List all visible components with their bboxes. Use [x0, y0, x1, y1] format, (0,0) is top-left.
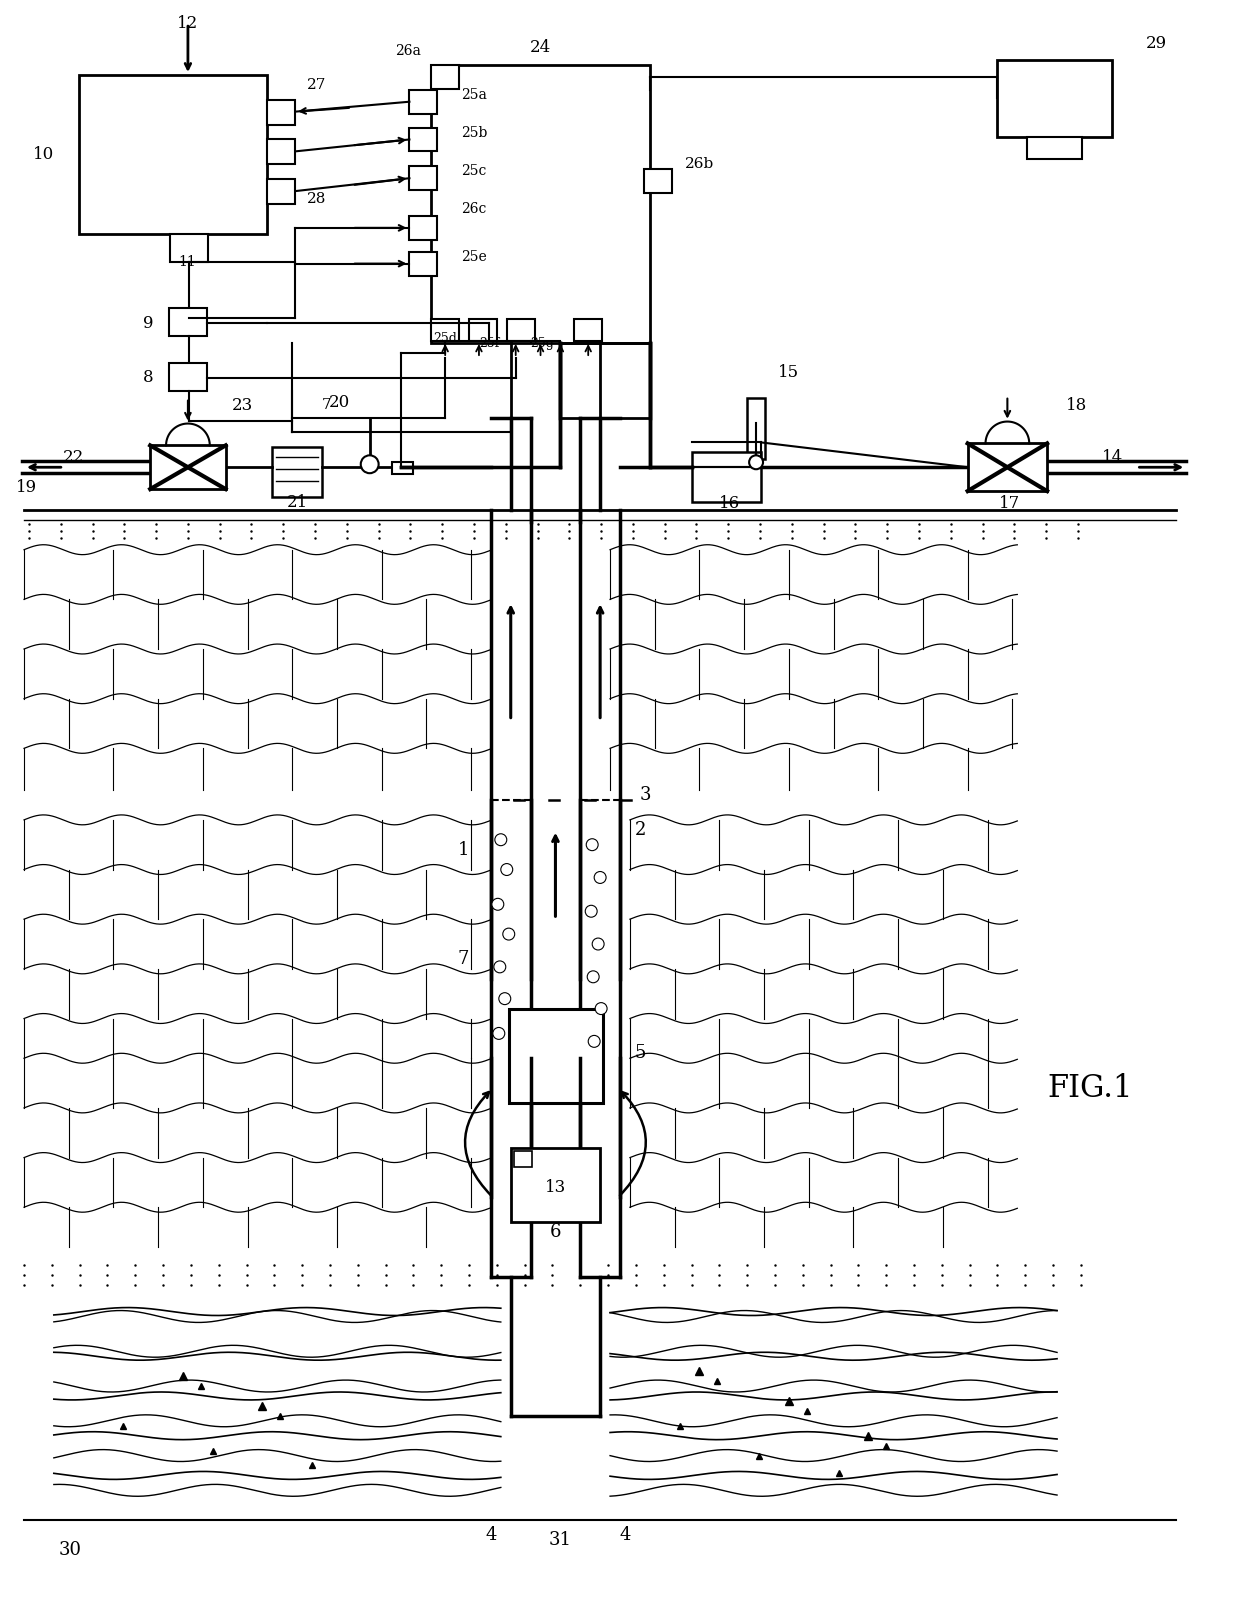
Circle shape: [749, 456, 763, 469]
Text: 4: 4: [619, 1525, 631, 1545]
Text: 8: 8: [143, 369, 154, 387]
Circle shape: [585, 905, 598, 918]
Bar: [967, 443, 1047, 491]
Text: 19: 19: [15, 478, 37, 496]
Bar: [748, 398, 765, 459]
Text: 26a: 26a: [396, 45, 422, 58]
Bar: [268, 139, 295, 165]
Text: 25c: 25c: [461, 165, 486, 177]
Bar: [574, 320, 603, 341]
Bar: [1027, 138, 1081, 160]
Text: 27: 27: [308, 78, 326, 91]
Bar: [409, 128, 438, 152]
Text: 13: 13: [544, 1178, 567, 1196]
Bar: [409, 90, 438, 114]
Text: 26c: 26c: [461, 201, 486, 216]
Text: 21: 21: [286, 494, 308, 510]
Bar: [169, 363, 207, 390]
Circle shape: [587, 839, 598, 851]
Bar: [508, 1009, 603, 1103]
Bar: [150, 446, 226, 489]
Circle shape: [502, 927, 515, 940]
Bar: [409, 216, 438, 240]
Bar: [268, 99, 295, 125]
Bar: [170, 233, 208, 262]
Text: 17: 17: [998, 494, 1021, 512]
Bar: [432, 320, 459, 341]
Circle shape: [361, 456, 378, 473]
Bar: [78, 75, 268, 233]
Text: 5: 5: [635, 1044, 646, 1062]
Text: 11: 11: [179, 254, 196, 269]
Circle shape: [492, 899, 503, 910]
Circle shape: [594, 871, 606, 883]
Text: 7: 7: [322, 398, 331, 411]
Bar: [507, 320, 534, 341]
Text: 25a: 25a: [461, 88, 487, 102]
Bar: [997, 61, 1112, 138]
Text: 26b: 26b: [684, 157, 714, 171]
Text: 20: 20: [329, 395, 350, 411]
Text: 4: 4: [485, 1525, 496, 1545]
Text: 25f: 25f: [479, 336, 498, 350]
Text: 12: 12: [177, 16, 198, 32]
Text: 31: 31: [549, 1530, 572, 1549]
Text: 16: 16: [719, 496, 740, 513]
Bar: [644, 169, 672, 193]
Text: 28: 28: [308, 192, 326, 206]
Text: 25d: 25d: [433, 331, 458, 345]
Text: 7: 7: [458, 950, 469, 967]
Text: FIG.1: FIG.1: [1047, 1073, 1132, 1103]
Text: 23: 23: [232, 397, 253, 414]
Bar: [469, 320, 497, 341]
Circle shape: [588, 971, 599, 983]
Circle shape: [501, 863, 512, 876]
Bar: [169, 309, 207, 336]
Bar: [513, 1151, 532, 1167]
Text: 15: 15: [779, 365, 800, 382]
Text: 9: 9: [143, 315, 154, 331]
Bar: [692, 453, 761, 502]
Bar: [268, 179, 295, 205]
Circle shape: [593, 939, 604, 950]
Circle shape: [495, 833, 507, 846]
Bar: [273, 448, 322, 497]
Bar: [511, 1148, 600, 1222]
Text: 18: 18: [1066, 397, 1087, 414]
Text: 24: 24: [529, 38, 551, 56]
Text: 25b: 25b: [461, 125, 487, 139]
Circle shape: [498, 993, 511, 1004]
Text: 22: 22: [62, 449, 83, 465]
Text: 1: 1: [458, 841, 469, 859]
Text: 14: 14: [1102, 449, 1123, 465]
Bar: [432, 66, 650, 344]
Circle shape: [492, 1028, 505, 1039]
Circle shape: [494, 961, 506, 972]
Circle shape: [588, 1036, 600, 1047]
Circle shape: [595, 1003, 608, 1014]
Text: 25g: 25g: [531, 336, 554, 350]
Bar: [409, 166, 438, 190]
Text: 6: 6: [549, 1223, 562, 1241]
Text: 30: 30: [58, 1541, 82, 1559]
Bar: [392, 462, 413, 475]
Bar: [432, 66, 459, 90]
Bar: [409, 251, 438, 275]
Text: 29: 29: [1146, 35, 1167, 51]
Text: 2: 2: [635, 820, 646, 839]
Text: 10: 10: [32, 146, 53, 163]
Text: 3: 3: [640, 787, 651, 804]
Text: 25e: 25e: [461, 249, 487, 264]
